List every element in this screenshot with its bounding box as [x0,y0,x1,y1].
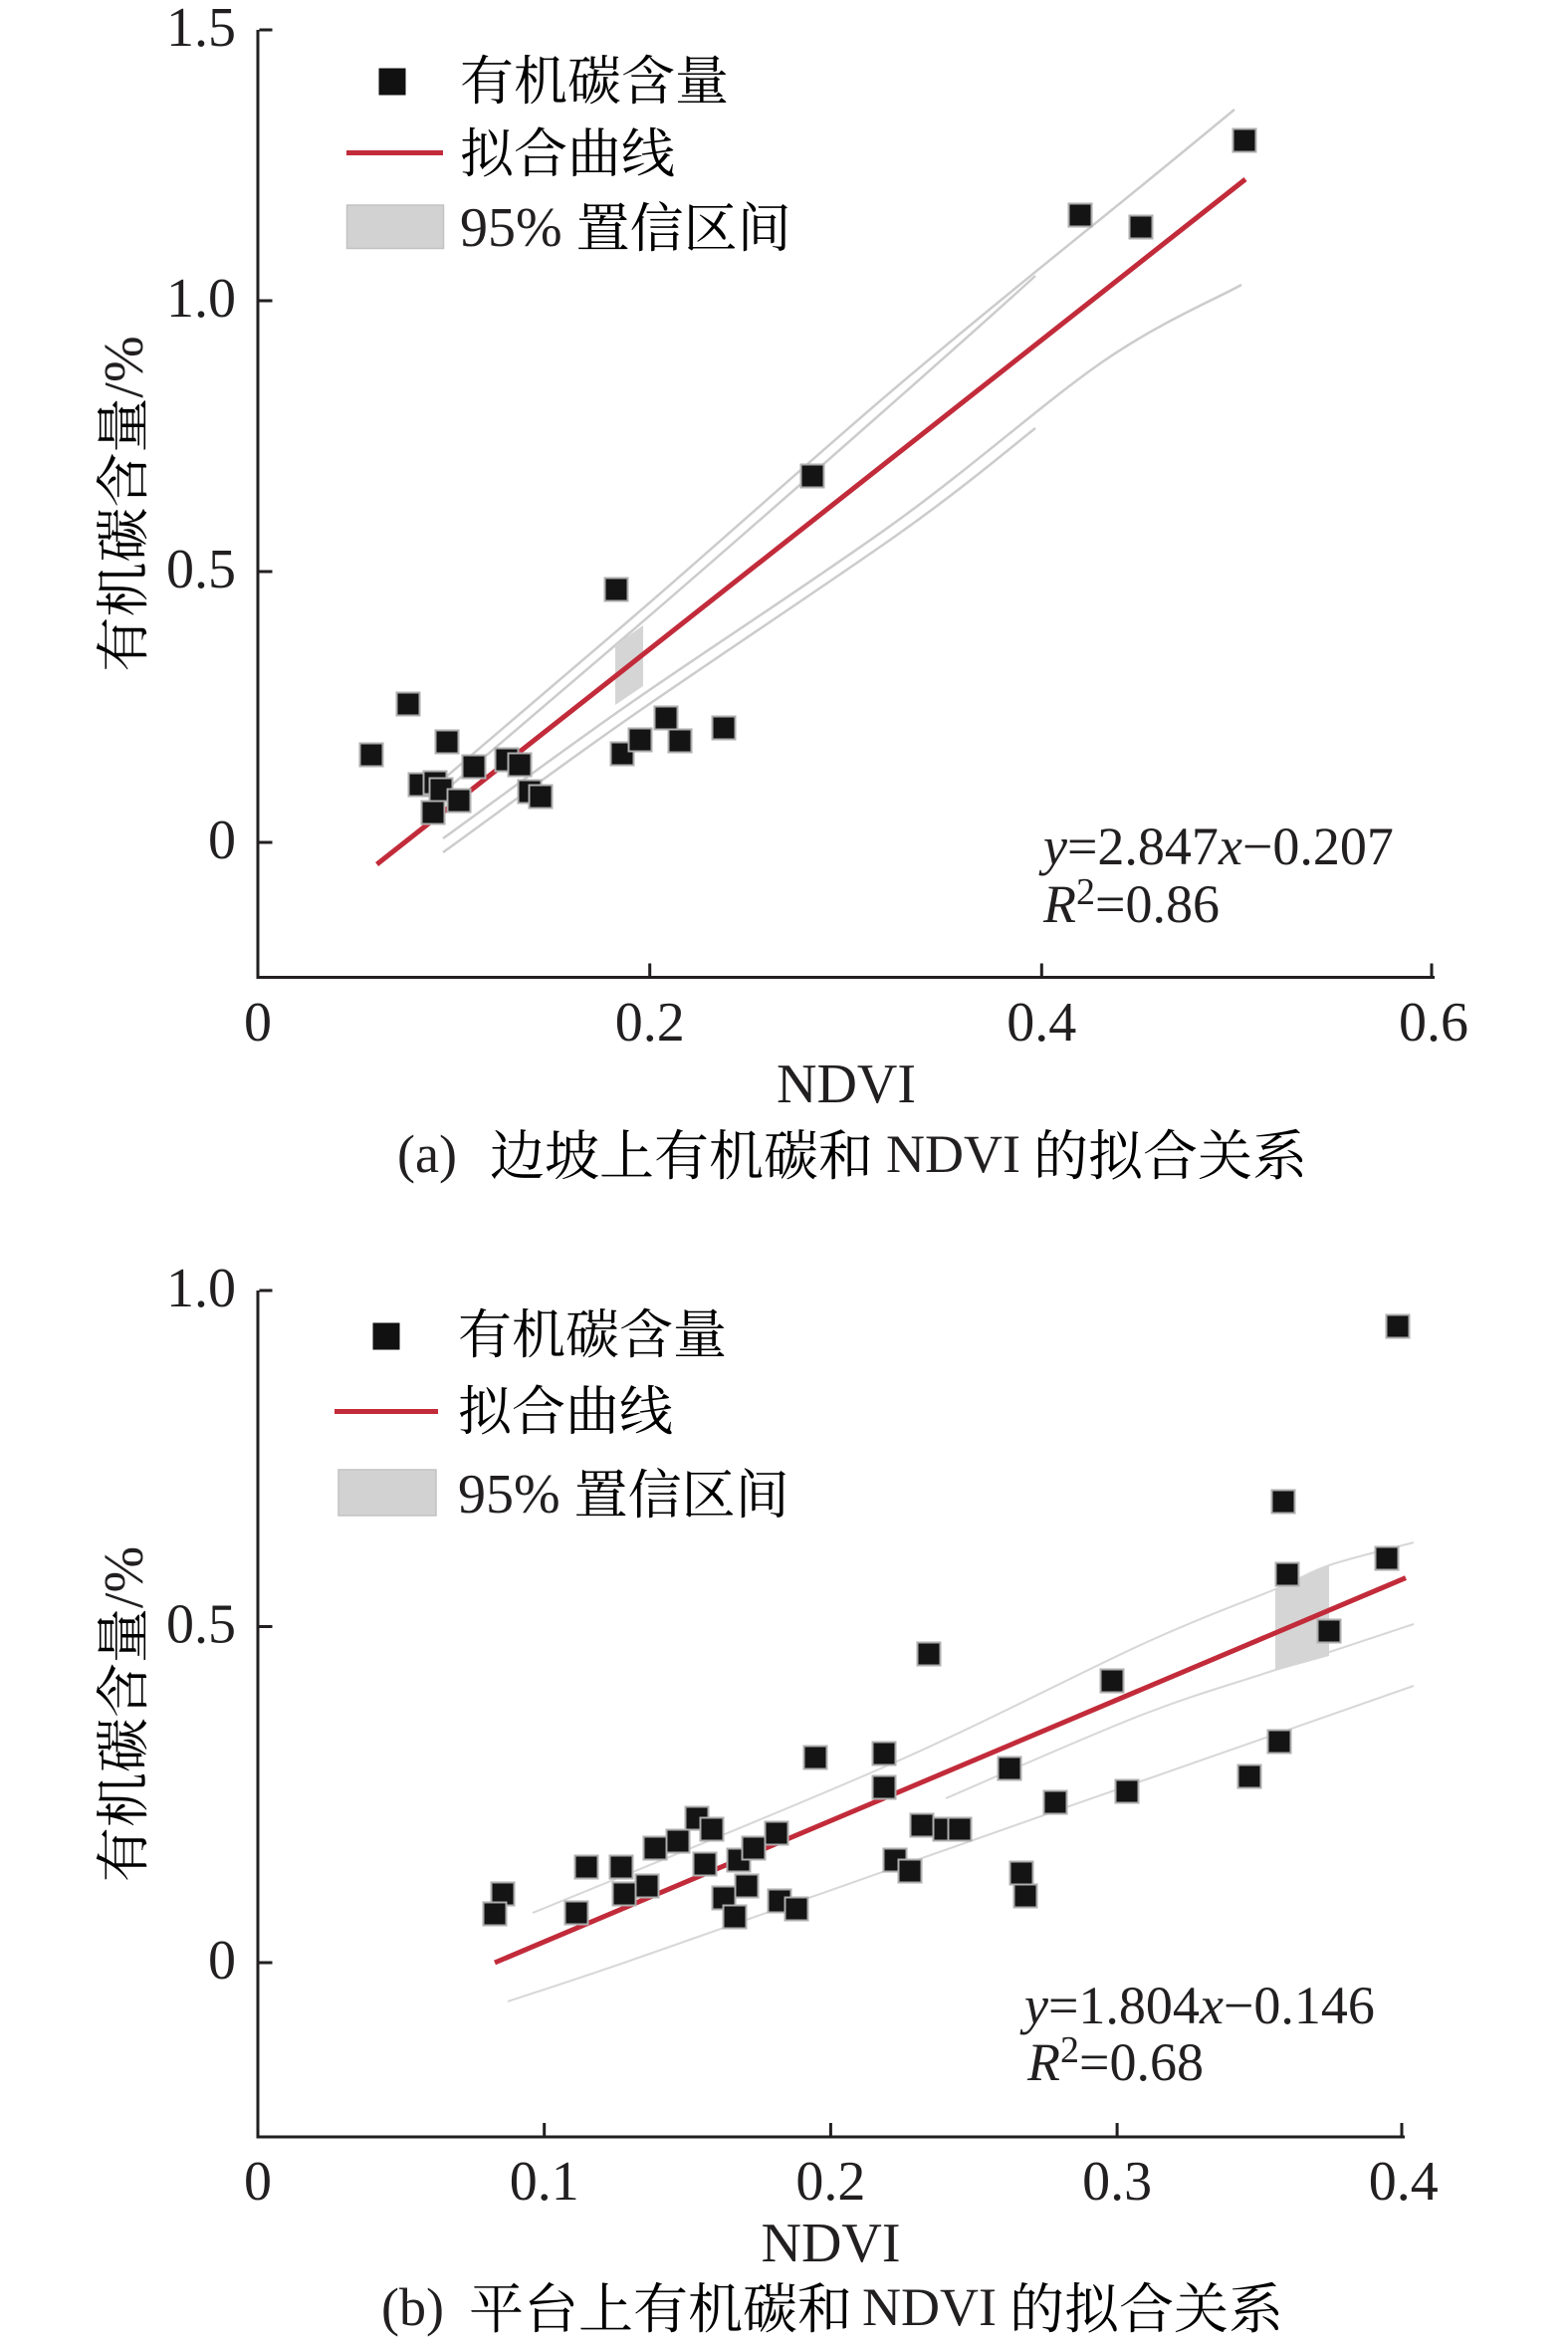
svg-text:NDVI: NDVI [886,1124,1020,1184]
svg-text:0: 0 [244,2151,272,2213]
svg-text:1.5: 1.5 [166,0,236,59]
svg-text:0.4: 0.4 [1007,992,1076,1054]
svg-text:0.4: 0.4 [1369,2151,1439,2213]
svg-text:y=2.847x−0.207: y=2.847x−0.207 [1038,817,1394,876]
svg-text:0.3: 0.3 [1082,2151,1152,2213]
svg-text:0.5: 0.5 [166,539,236,600]
svg-text:95%: 95% [460,197,562,259]
svg-text:NDVI: NDVI [862,2277,997,2337]
svg-text:0.6: 0.6 [1399,992,1468,1054]
svg-text:1.0: 1.0 [166,1258,236,1319]
svg-text:0.1: 0.1 [510,2151,579,2213]
svg-text:/%: /% [94,1546,155,1608]
svg-text:0: 0 [208,810,236,871]
svg-text:0.2: 0.2 [615,992,685,1054]
svg-text:R2=0.68: R2=0.68 [1026,2029,1204,2092]
svg-text:95%: 95% [458,1464,560,1526]
svg-text:(a): (a) [397,1124,457,1184]
svg-text:0.2: 0.2 [795,2151,865,2213]
svg-text:(b): (b) [381,2277,444,2337]
svg-text:0: 0 [244,992,272,1054]
svg-text:y=1.804x−0.146: y=1.804x−0.146 [1019,1976,1375,2035]
svg-text:0: 0 [208,1930,236,1992]
svg-text:NDVI: NDVI [777,1054,916,1115]
svg-text:R2=0.86: R2=0.86 [1042,871,1220,934]
svg-text:/%: /% [94,336,155,397]
svg-text:NDVI: NDVI [762,2213,901,2274]
svg-text:0.5: 0.5 [166,1594,236,1656]
svg-text:1.0: 1.0 [166,268,236,330]
